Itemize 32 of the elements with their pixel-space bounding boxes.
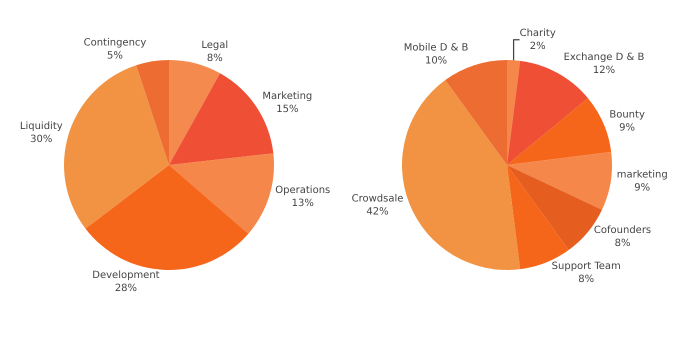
data-label: 8% [206, 53, 223, 64]
data-label: 8% [614, 238, 630, 249]
slice-label: Operations [275, 185, 330, 196]
slice-label: Exchange D & B [564, 52, 644, 63]
data-label: 9% [634, 182, 650, 194]
pie-slice [445, 60, 507, 165]
slice-label: marketing [616, 170, 668, 181]
slice-label: Liquidity [20, 120, 63, 132]
data-label: 42% [366, 206, 389, 218]
pie-slice [85, 165, 248, 270]
data-label: 13% [292, 198, 314, 210]
slice-label: Legal [201, 40, 228, 52]
slice-label: Mobile D & B [404, 42, 469, 54]
data-label: 9% [619, 122, 636, 134]
data-label: 30% [30, 134, 52, 145]
slice-label: Support Team [552, 261, 621, 272]
pie-slice [507, 60, 588, 165]
slice-label: Development [92, 270, 160, 281]
data-label: 2% [530, 40, 546, 52]
slice-label: Bounty [609, 109, 645, 120]
data-label: 12% [592, 64, 616, 76]
data-label: 8% [578, 274, 594, 285]
slice-label: Crowdsale [352, 193, 404, 204]
data-label: 15% [276, 104, 298, 116]
slice-label: Cofounders [594, 224, 652, 236]
pie-slice [136, 60, 169, 165]
slice-label: Contingency [84, 38, 146, 49]
data-label: 5% [107, 50, 123, 62]
data-label: 10% [424, 55, 448, 66]
slice-label: Charity [520, 28, 556, 39]
slice-label: Marketing [262, 91, 312, 102]
data-label: 28% [114, 282, 138, 294]
